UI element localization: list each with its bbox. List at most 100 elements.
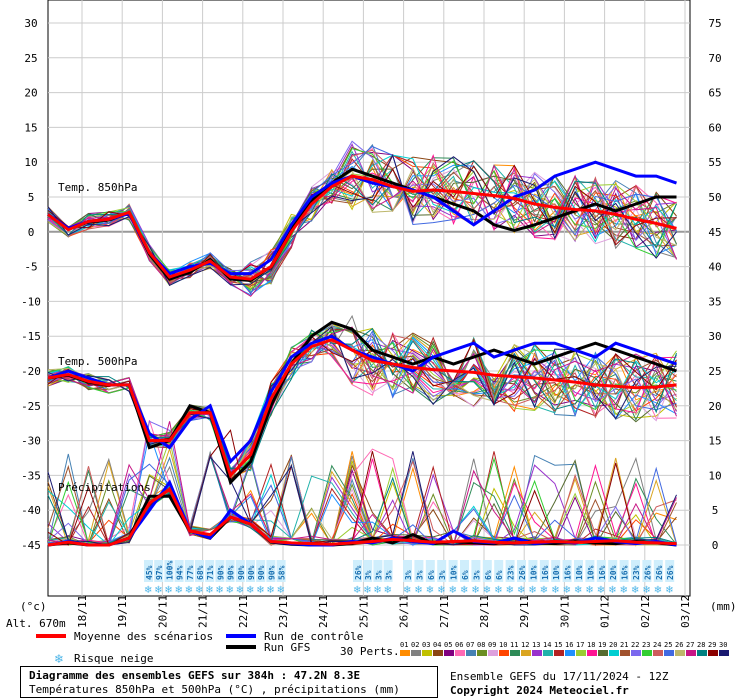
- date-label: 23/11: [277, 595, 290, 628]
- snowflake-icon: ❄: [164, 585, 172, 596]
- snow-risk-label: 45%: [145, 565, 154, 580]
- right-tick-label: 10: [708, 469, 721, 482]
- pert-legend-swatch: [664, 650, 674, 656]
- snow-risk-label: 58%: [278, 565, 287, 580]
- snow-risk-label: 90%: [227, 565, 236, 580]
- date-label: 29/11: [518, 595, 531, 628]
- series-t500-line: [47, 334, 677, 465]
- snowflake-icon: ❄: [437, 585, 445, 596]
- snow-risk-label: 90%: [237, 565, 246, 580]
- pert-legend-number: 21: [620, 641, 628, 649]
- pert-legend-number: 14: [543, 641, 551, 649]
- snow-risk-label: 3%: [364, 570, 373, 580]
- pert-legend-number: 29: [708, 641, 716, 649]
- right-tick-label: 30: [708, 330, 721, 343]
- snow-risk-label: 26%: [666, 565, 675, 580]
- snow-risk-cell: [517, 560, 526, 582]
- snow-risk-label: 10%: [586, 565, 595, 580]
- snowflake-icon: ❄: [528, 585, 536, 596]
- snow-risk-cell: [608, 560, 618, 582]
- date-label: 02/12: [639, 595, 652, 628]
- pert-legend-number: 07: [466, 641, 474, 649]
- snow-risk-label: 23%: [632, 565, 641, 580]
- snow-risk-cell: [266, 560, 276, 582]
- snowflake-icon: ❄: [277, 585, 285, 596]
- snowflake-icon: ❄: [631, 585, 639, 596]
- right-tick-label: 5: [712, 504, 719, 517]
- pert-legend-swatch: [565, 650, 575, 656]
- snow-risk-cell: [562, 560, 572, 582]
- snow-risk-cell: [256, 560, 266, 582]
- snow-risk-cell: [184, 560, 194, 582]
- snow-risk-cell: [195, 560, 204, 582]
- pert-legend-number: 02: [411, 641, 419, 649]
- left-tick-label: -15: [21, 330, 41, 343]
- snow-risk-label: 94%: [176, 565, 185, 580]
- pert-legend-swatch: [587, 650, 597, 656]
- snow-risk-cell: [403, 560, 412, 582]
- perturbation-line: [47, 149, 677, 284]
- pert-legend-number: 11: [510, 641, 518, 649]
- snowflake-icon: ❄: [551, 585, 559, 596]
- date-label: 19/11: [116, 595, 129, 628]
- snow-risk-cell: [235, 560, 245, 582]
- left-tick-label: -30: [21, 435, 41, 448]
- snow-risk-row: 45%❄97%❄100%❄94%❄77%❄68%❄71%❄90%❄90%❄90%…: [144, 560, 675, 596]
- pert-legend-number: 30: [719, 641, 727, 649]
- snow-risk-label: 3%: [415, 570, 424, 580]
- pert-legend-number: 15: [554, 641, 562, 649]
- snow-risk-label: 3%: [404, 570, 413, 580]
- snowflake-icon: ❄: [236, 585, 244, 596]
- snow-risk-cell: [551, 560, 561, 582]
- pert-legend-number: 01: [400, 641, 408, 649]
- legend-snow-label: Risque neige: [74, 652, 153, 665]
- snow-risk-label: 90%: [257, 565, 266, 580]
- snow-risk-cell: [505, 560, 515, 582]
- snow-risk-cell: [642, 560, 652, 582]
- date-label: 26/11: [398, 595, 411, 628]
- snow-risk-cell: [528, 560, 538, 582]
- copyright: Copyright 2024 Meteociel.fr: [450, 684, 629, 697]
- right-tick-label: 50: [708, 191, 721, 204]
- pert-legend-swatch: [488, 650, 498, 656]
- date-label: 24/11: [317, 595, 330, 628]
- pert-legend-number: 05: [444, 641, 452, 649]
- snow-risk-cell: [144, 560, 153, 582]
- pert-legend-swatch: [631, 650, 641, 656]
- main-series-lines: [47, 160, 677, 547]
- snow-risk-cell: [448, 560, 458, 582]
- snow-risk-cell: [471, 560, 481, 582]
- right-tick-label: 0: [712, 539, 719, 552]
- snowflake-icon: ❄: [585, 585, 593, 596]
- pert-legend-number: 25: [664, 641, 672, 649]
- right-tick-label: 60: [708, 121, 721, 134]
- snowflake-icon: ❄: [654, 585, 662, 596]
- pert-legend-swatch: [675, 650, 685, 656]
- snowflake-icon: ❄: [517, 585, 525, 596]
- snow-risk-cell: [353, 560, 362, 582]
- run-info-label: Ensemble GEFS du 17/11/2024 - 12Z: [450, 670, 669, 683]
- right-tick-label: 20: [708, 400, 721, 413]
- pert-legend-swatch: [719, 650, 729, 656]
- pert-legend-swatch: [543, 650, 553, 656]
- pert-legend-number: 08: [477, 641, 485, 649]
- pert-legend-swatch: [697, 650, 707, 656]
- chart-subtitle: Températures 850hPa et 500hPa (°C) , pré…: [29, 683, 400, 696]
- pert-legend-swatch: [444, 650, 454, 656]
- date-label: 03/12: [679, 595, 692, 628]
- snowflake-icon: ❄: [256, 585, 264, 596]
- date-label: 20/11: [156, 595, 169, 628]
- snowflake-icon: ❄: [665, 585, 673, 596]
- pert-legend-swatch: [455, 650, 465, 656]
- snow-risk-cell: [460, 560, 469, 582]
- left-tick-label: 25: [24, 52, 37, 65]
- snow-risk-label: 3%: [438, 570, 447, 580]
- snow-risk-label: 6%: [495, 570, 504, 580]
- snow-risk-label: 71%: [206, 565, 215, 580]
- pert-legend-number: 04: [433, 641, 441, 649]
- pert-legend-number: 20: [609, 641, 617, 649]
- chart-title: Diagramme des ensembles GEFS sur 384h : …: [29, 669, 361, 682]
- snow-risk-cell: [574, 560, 583, 582]
- snow-risk-cell: [363, 560, 373, 582]
